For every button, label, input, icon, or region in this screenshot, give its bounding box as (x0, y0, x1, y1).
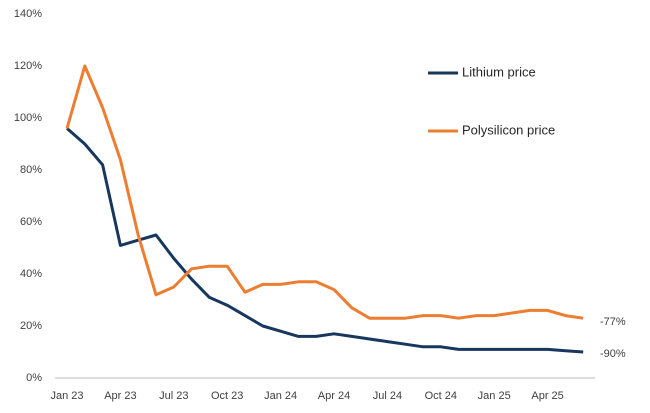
y-tick-label: 80% (20, 164, 42, 176)
y-tick-label: 20% (20, 320, 42, 332)
y-tick-label: 0% (26, 372, 42, 384)
y-tick-label: 40% (20, 268, 42, 280)
legend-label: Polysilicon price (462, 122, 555, 137)
annotation: -77% (600, 316, 626, 328)
x-tick-label: Oct 23 (211, 390, 243, 402)
annotation: -90% (600, 348, 626, 360)
y-tick-label: 120% (14, 60, 42, 72)
y-tick-label: 60% (20, 216, 42, 228)
x-tick-label: Jan 24 (264, 390, 297, 402)
y-tick-label: 140% (14, 8, 42, 20)
y-tick-label: 100% (14, 112, 42, 124)
x-tick-label: Jul 23 (159, 390, 188, 402)
x-tick-label: Apr 23 (104, 390, 136, 402)
series-line (66, 127, 584, 354)
x-tick-label: Apr 24 (318, 390, 350, 402)
legend-label: Lithium price (462, 64, 536, 79)
series-line (65, 64, 584, 320)
x-tick-label: Jul 24 (373, 390, 402, 402)
x-tick-label: Jan 25 (478, 390, 511, 402)
x-tick-label: Jan 23 (50, 390, 83, 402)
x-tick-label: Oct 24 (425, 390, 457, 402)
x-tick-label: Apr 25 (531, 390, 563, 402)
